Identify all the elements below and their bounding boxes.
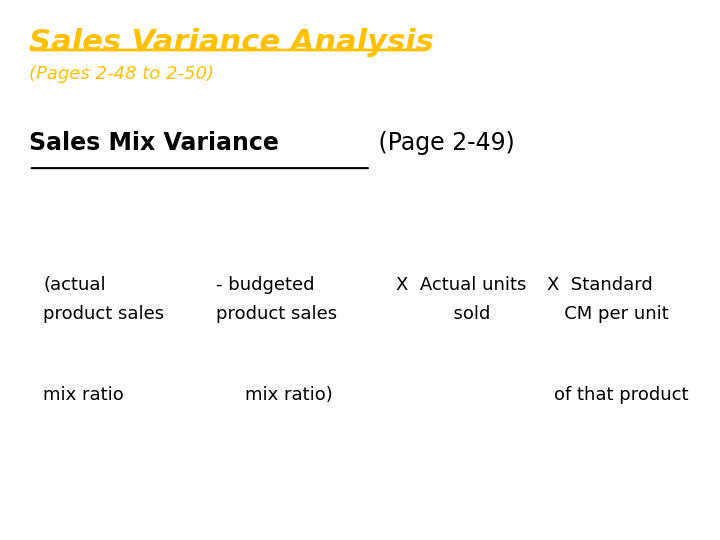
Text: mix ratio: mix ratio [43, 386, 124, 404]
Text: - budgeted
product sales: - budgeted product sales [216, 276, 337, 323]
Text: (Page 2-49): (Page 2-49) [371, 131, 515, 154]
Text: X  Actual units
          sold: X Actual units sold [396, 276, 526, 323]
Text: Sales Mix Variance: Sales Mix Variance [29, 131, 279, 154]
Text: Sales Variance Analysis: Sales Variance Analysis [29, 28, 433, 57]
Text: X  Standard
   CM per unit: X Standard CM per unit [547, 276, 669, 323]
Text: of that product: of that product [554, 386, 689, 404]
Text: mix ratio): mix ratio) [245, 386, 333, 404]
Text: (Pages 2-48 to 2-50): (Pages 2-48 to 2-50) [29, 65, 214, 83]
Text: (actual
product sales: (actual product sales [43, 276, 164, 323]
